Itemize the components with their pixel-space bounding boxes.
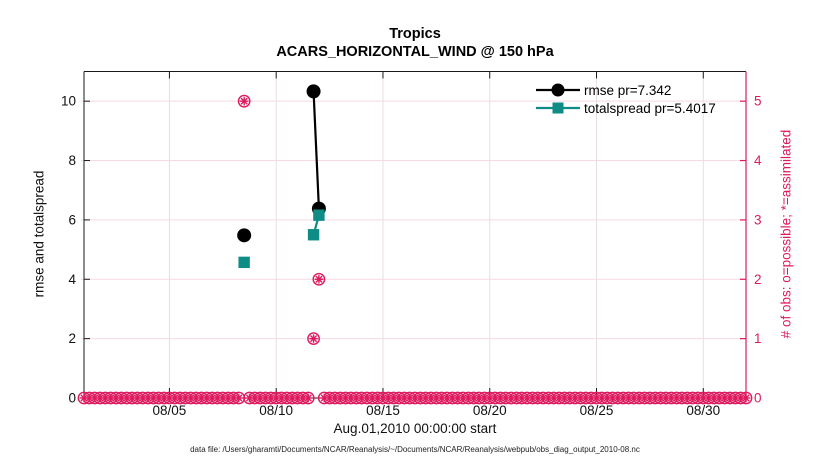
- svg-text:08/10: 08/10: [259, 403, 293, 418]
- obs-count-marker: [312, 272, 326, 286]
- tick-marks: [84, 71, 746, 399]
- legend-label-rmse: rmse pr=7.342: [584, 82, 672, 98]
- svg-text:2: 2: [754, 272, 762, 287]
- svg-text:4: 4: [754, 153, 762, 168]
- svg-text:0: 0: [754, 391, 762, 406]
- svg-text:4: 4: [68, 272, 76, 287]
- totalspread-point: [307, 229, 320, 241]
- plot-title: Tropics: [389, 26, 441, 42]
- totalspread-point: [313, 209, 325, 221]
- legend-label-totalspread: totalspread pr=5.4017: [584, 100, 716, 116]
- svg-text:08/25: 08/25: [580, 403, 614, 418]
- svg-text:10: 10: [61, 94, 76, 109]
- obs-count-marker: [739, 391, 753, 405]
- svg-text:0: 0: [68, 391, 76, 406]
- svg-text:5: 5: [754, 94, 762, 109]
- svg-text:08/20: 08/20: [473, 403, 507, 418]
- svg-text:08/30: 08/30: [686, 403, 720, 418]
- right-axis-label: # of obs: o=possible; *=assimilated: [778, 129, 794, 339]
- obs-count-marker: [237, 94, 251, 108]
- horizontal-gridlines: [81, 100, 746, 340]
- obs-nonzero-markers: [237, 94, 326, 346]
- obs-count-marker: [301, 391, 315, 405]
- axes-box: [83, 71, 747, 399]
- vertical-gridlines: [168, 72, 704, 397]
- totalspread-legend-marker: [536, 102, 580, 114]
- totalspread-point: [238, 256, 250, 269]
- legend-item-totalspread: totalspread pr=5.4017: [536, 100, 716, 116]
- rmse-series: [237, 84, 326, 243]
- svg-text:8: 8: [68, 153, 76, 168]
- legend: rmse pr=7.342 totalspread pr=5.4017: [536, 82, 716, 118]
- svg-text:1: 1: [754, 331, 762, 346]
- rmse-point: [237, 228, 252, 243]
- legend-item-rmse: rmse pr=7.342: [536, 82, 716, 98]
- svg-text:6: 6: [68, 212, 76, 227]
- left-axis-label: rmse and totalspread: [31, 170, 47, 298]
- tick-labels: 0 2 4 6 8 10 0 1 2 3 4 5 08/05 08/10 08/15 08/20 08/25 08…: [61, 94, 762, 418]
- data-file-caption: data file: /Users/gharamti/Documents/NCA…: [190, 445, 640, 454]
- x-axis-label: Aug.01,2010 00:00:00 start: [333, 421, 497, 436]
- svg-text:08/15: 08/15: [366, 403, 400, 418]
- rmse-legend-marker: [536, 83, 580, 97]
- plot-subtitle: ACARS_HORIZONTAL_WIND @ 150 hPa: [276, 44, 554, 60]
- svg-text:2: 2: [68, 331, 76, 346]
- svg-text:3: 3: [754, 212, 762, 227]
- svg-text:08/05: 08/05: [153, 403, 187, 418]
- obs-count-marker: [307, 332, 320, 346]
- rmse-point: [306, 84, 321, 99]
- totalspread-series: [238, 209, 325, 269]
- obs-count-marker: [232, 391, 246, 405]
- obs-zero-row: [77, 391, 753, 405]
